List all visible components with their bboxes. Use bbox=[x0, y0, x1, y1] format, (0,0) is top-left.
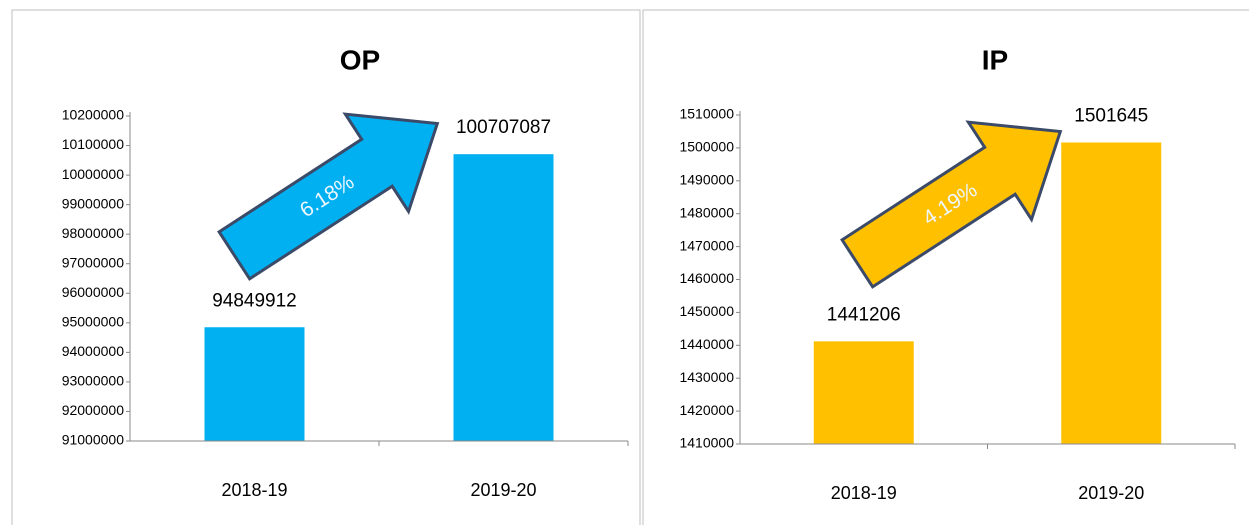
y-tick-label: 93000000 bbox=[62, 373, 125, 389]
y-tick-label: 1460000 bbox=[679, 270, 734, 286]
x-tick-label: 2019-20 bbox=[1078, 483, 1144, 503]
y-tick-label: 1430000 bbox=[679, 369, 734, 385]
y-tick-label: 1510000 bbox=[679, 106, 734, 122]
y-tick-label: 1480000 bbox=[679, 204, 734, 220]
value-label: 1441206 bbox=[827, 304, 901, 325]
bar bbox=[813, 341, 914, 444]
bar bbox=[204, 327, 305, 441]
y-tick-label: 99000000 bbox=[62, 195, 125, 211]
bar bbox=[453, 154, 554, 441]
arrow-shape bbox=[840, 120, 1063, 289]
x-tick-label: 2019-20 bbox=[470, 480, 536, 500]
growth-arrow: 4.19% bbox=[840, 120, 1063, 289]
y-tick-label: 10200000 bbox=[62, 107, 125, 123]
chart-title: IP bbox=[982, 44, 1008, 75]
y-tick-label: 1420000 bbox=[679, 402, 734, 418]
y-tick-label: 10100000 bbox=[62, 136, 125, 152]
x-tick-label: 2018-19 bbox=[831, 483, 897, 503]
value-label: 94849912 bbox=[212, 290, 297, 311]
y-tick-label: 10000000 bbox=[62, 166, 125, 182]
y-tick-label: 94000000 bbox=[62, 343, 125, 359]
growth-arrow: 6.18% bbox=[217, 112, 440, 281]
y-tick-label: 1470000 bbox=[679, 237, 734, 253]
value-label: 1501645 bbox=[1074, 106, 1148, 127]
y-tick-label: 91000000 bbox=[62, 432, 125, 448]
y-tick-label: 1410000 bbox=[679, 435, 734, 451]
x-tick-label: 2018-19 bbox=[221, 480, 287, 500]
y-tick-label: 92000000 bbox=[62, 402, 125, 418]
y-tick-label: 95000000 bbox=[62, 314, 125, 330]
y-tick-label: 1440000 bbox=[679, 336, 734, 352]
y-tick-label: 98000000 bbox=[62, 225, 125, 241]
y-tick-label: 1450000 bbox=[679, 303, 734, 319]
y-tick-label: 97000000 bbox=[62, 254, 125, 270]
chart-title: OP bbox=[340, 44, 380, 75]
y-tick-label: 1500000 bbox=[679, 139, 734, 155]
bar bbox=[1061, 142, 1162, 444]
arrow-shape bbox=[217, 112, 440, 281]
y-tick-label: 96000000 bbox=[62, 284, 125, 300]
value-label: 100707087 bbox=[456, 117, 551, 138]
y-tick-label: 1490000 bbox=[679, 172, 734, 188]
